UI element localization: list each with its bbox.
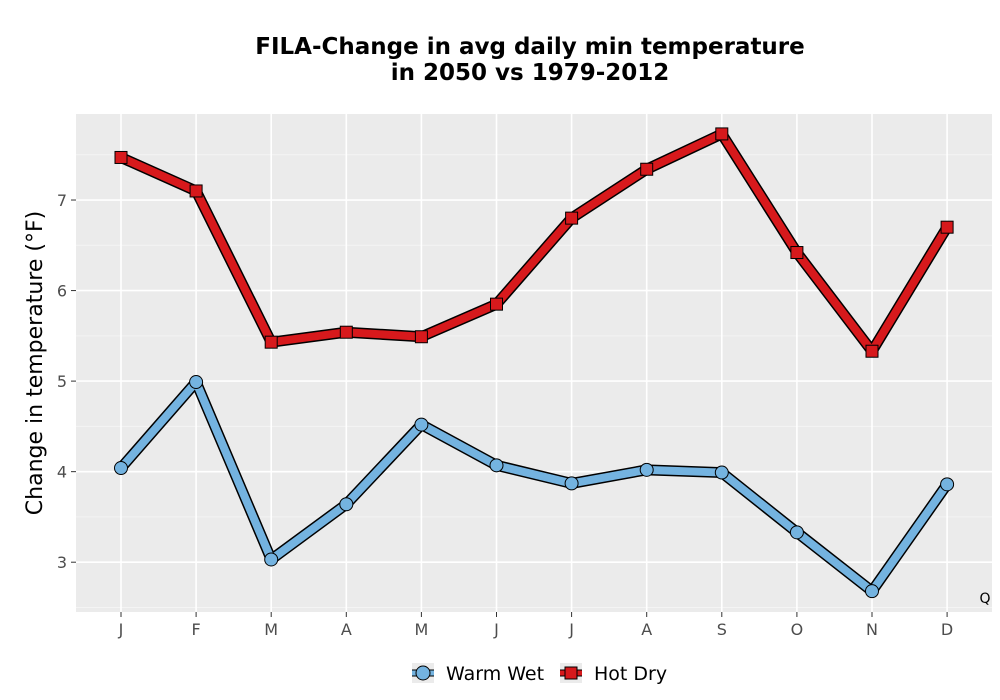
y-tick-label: 3 bbox=[57, 553, 67, 572]
data-point-hot-dry bbox=[414, 330, 428, 344]
legend-label-hot-dry: Hot Dry bbox=[594, 663, 667, 685]
series-line-hot-dry bbox=[117, 129, 952, 356]
square-marker-icon bbox=[564, 666, 578, 680]
data-point-warm-wet bbox=[114, 461, 128, 476]
data-point-hot-dry bbox=[940, 220, 954, 234]
x-tick-label: M bbox=[414, 620, 428, 639]
data-point-warm-wet bbox=[940, 477, 955, 492]
x-tick-label: S bbox=[717, 620, 727, 639]
legend-label-warm-wet: Warm Wet bbox=[446, 663, 544, 685]
corner-label: Q bbox=[979, 591, 990, 607]
x-tick-label: A bbox=[641, 620, 652, 639]
x-tick-label: J bbox=[493, 620, 499, 639]
y-tick-label: 4 bbox=[57, 463, 67, 482]
chart-subtitle: in 2050 vs 1979-2012 bbox=[391, 60, 670, 86]
plot-panel bbox=[76, 114, 992, 612]
data-point-hot-dry bbox=[790, 246, 804, 260]
x-tick-label: M bbox=[264, 620, 278, 639]
y-tick-label: 7 bbox=[57, 191, 67, 210]
data-point-hot-dry bbox=[865, 344, 879, 358]
data-point-hot-dry bbox=[264, 335, 278, 349]
data-point-warm-wet bbox=[189, 375, 204, 390]
y-tick-label: 5 bbox=[57, 372, 67, 391]
data-point-warm-wet bbox=[865, 584, 879, 599]
grid bbox=[76, 114, 992, 612]
data-point-hot-dry bbox=[640, 162, 654, 176]
series-layer bbox=[114, 127, 955, 599]
data-point-hot-dry bbox=[490, 297, 503, 311]
chart-title: FILA-Change in avg daily min temperature bbox=[255, 34, 805, 60]
data-point-warm-wet bbox=[714, 465, 729, 480]
legend-item-hot-dry: Hot Dry bbox=[560, 663, 667, 685]
data-point-hot-dry bbox=[339, 325, 353, 339]
x-tick-label: J bbox=[118, 620, 124, 639]
data-point-warm-wet bbox=[564, 476, 579, 491]
data-point-hot-dry bbox=[189, 184, 203, 198]
data-point-warm-wet bbox=[789, 525, 804, 540]
x-tick-label: D bbox=[941, 620, 953, 639]
x-tick-label: F bbox=[191, 620, 200, 639]
legend-item-warm-wet: Warm Wet bbox=[412, 663, 544, 685]
y-axis-label: Change in temperature (°F) bbox=[23, 211, 48, 515]
y-tick-label: 6 bbox=[57, 282, 67, 301]
x-tick-label: N bbox=[866, 620, 878, 639]
x-tick-label: O bbox=[791, 620, 804, 639]
legend: Warm Wet Hot Dry bbox=[412, 663, 667, 685]
data-point-warm-wet bbox=[339, 497, 354, 512]
data-point-warm-wet bbox=[264, 552, 279, 567]
data-point-hot-dry bbox=[715, 127, 729, 141]
x-tick-label: A bbox=[341, 620, 352, 639]
circle-marker-icon bbox=[415, 665, 431, 681]
data-point-warm-wet bbox=[489, 458, 504, 473]
data-point-hot-dry bbox=[565, 211, 579, 225]
data-point-warm-wet bbox=[639, 462, 654, 477]
data-point-hot-dry bbox=[114, 150, 128, 164]
x-tick-label: J bbox=[568, 620, 574, 639]
data-point-warm-wet bbox=[414, 417, 429, 432]
y-axis: 3 4 5 6 7 bbox=[57, 191, 76, 572]
series-line-warm-wet bbox=[117, 378, 952, 596]
